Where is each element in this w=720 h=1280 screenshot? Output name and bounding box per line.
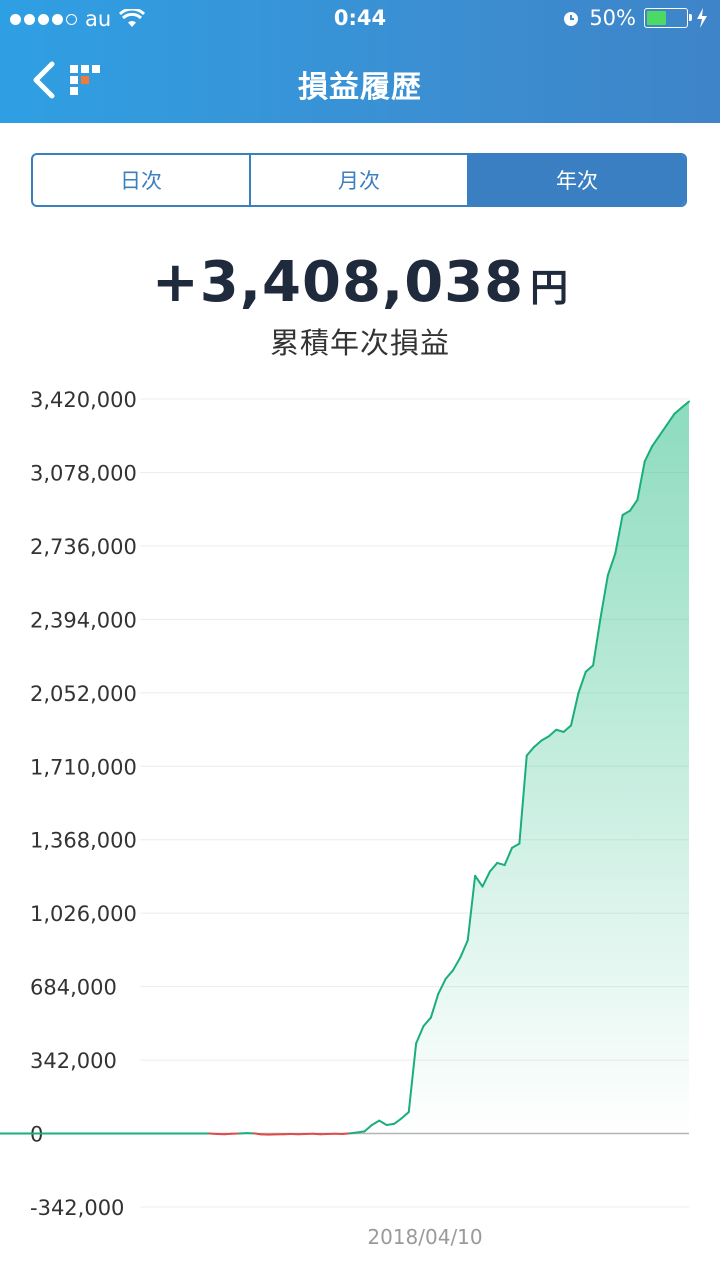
currency-unit: 円 <box>530 266 569 310</box>
status-bar: au 0:44 50% <box>0 0 720 40</box>
alarm-icon <box>564 12 579 26</box>
profit-line-segment <box>680 400 690 409</box>
profit-line-segment <box>547 728 558 738</box>
profit-line-segment <box>643 445 654 463</box>
y-tick-label: 2,394,000 <box>30 608 137 632</box>
chart-area <box>40 401 689 1135</box>
profit-caption: 累積年次損益 <box>269 326 450 360</box>
tab-monthly[interactable]: 月次 <box>251 155 469 205</box>
profit-line-segment <box>562 724 572 733</box>
y-tick-label: 1,368,000 <box>30 829 137 853</box>
profit-line-segment <box>415 1025 425 1045</box>
y-tick-label: -342,000 <box>30 1196 124 1220</box>
battery-percent: 50% <box>589 6 636 30</box>
profit-amount: +3,408,038 <box>151 250 525 315</box>
profit-line-segment <box>592 617 602 667</box>
app-logo-icon <box>70 65 100 95</box>
y-tick-label: 684,000 <box>30 976 117 1000</box>
battery-icon <box>644 8 692 28</box>
profit-line-segment <box>481 870 491 888</box>
profit-line-segment <box>444 969 454 980</box>
profit-line-segment <box>422 1016 432 1028</box>
profit-line-segment <box>400 1111 410 1120</box>
profit-line-segment <box>488 861 499 873</box>
tab-daily[interactable]: 日次 <box>33 155 251 205</box>
page-title: 損益履歴 <box>298 70 422 105</box>
profit-line-segment <box>533 739 543 748</box>
profit-line-segment <box>525 745 536 757</box>
profit-line-segment <box>629 498 639 512</box>
profit-line-segment <box>636 460 646 501</box>
profit-line-segment <box>385 1122 395 1126</box>
signal-strength-icon <box>10 13 77 25</box>
profit-line-segment <box>459 939 469 959</box>
profit-line-segment <box>407 1042 418 1114</box>
y-tick-label: 1,026,000 <box>30 902 137 926</box>
y-tick-label: 3,078,000 <box>30 461 137 485</box>
profit-line-segment <box>393 1117 403 1125</box>
profit-chart[interactable]: 3,420,000 3,078,000 2,736,000 2,394,000 2,05… <box>0 360 720 1260</box>
profit-line-segment <box>356 1130 366 1134</box>
tab-yearly[interactable]: 年次 <box>469 155 685 205</box>
profit-line-segment <box>673 406 683 416</box>
profit-line-segment <box>496 861 506 867</box>
charging-icon <box>697 8 707 28</box>
profit-line-segment <box>665 413 676 426</box>
wifi-icon <box>119 9 146 27</box>
profit-line-segment <box>606 552 617 577</box>
profit-line-segment <box>621 509 631 516</box>
profit-line-segment <box>651 434 661 448</box>
nav-bar: 損益履歴 <box>0 40 720 123</box>
profit-line-segment <box>614 513 624 555</box>
profit-line-segment <box>599 574 609 620</box>
app-header: au 0:44 50% <box>0 0 720 123</box>
y-tick-label: 342,000 <box>30 1049 117 1073</box>
profit-line-segment <box>370 1119 381 1126</box>
profit-line-segment <box>252 1132 263 1136</box>
profit-line-segment <box>518 754 528 845</box>
profit-line-segment <box>570 692 580 727</box>
back-button[interactable] <box>28 58 64 102</box>
profit-line-segment <box>555 728 565 733</box>
profit-line-segment <box>378 1119 388 1126</box>
period-tabs: 日次 月次 年次 <box>31 153 687 207</box>
y-tick-label: 2,736,000 <box>30 535 137 559</box>
profit-line-segment <box>452 956 462 972</box>
profit-line-segment <box>584 664 595 673</box>
carrier-label: au <box>85 7 112 31</box>
x-axis-label: 2018/04/10 <box>367 1225 482 1249</box>
profit-line-segment <box>363 1123 373 1133</box>
profit-line-segment <box>437 977 447 995</box>
profit-line-segment <box>474 874 484 888</box>
profit-line-segment <box>466 874 477 942</box>
profit-line-segment <box>511 842 521 849</box>
y-tick-label: 1,710,000 <box>30 755 137 779</box>
y-tick-label: 3,420,000 <box>30 388 137 412</box>
profit-line-segment <box>348 1131 359 1135</box>
y-tick-label: 2,052,000 <box>30 682 137 706</box>
clock: 0:44 <box>333 6 387 30</box>
profit-line-segment <box>540 735 550 742</box>
profit-line-segment <box>341 1132 351 1135</box>
profit-line-segment <box>429 992 440 1019</box>
profit-line-segment <box>577 670 587 695</box>
total-profit: +3,408,038 円 <box>0 250 720 315</box>
profit-line-segment <box>658 423 668 437</box>
profit-line-segment <box>503 846 513 867</box>
